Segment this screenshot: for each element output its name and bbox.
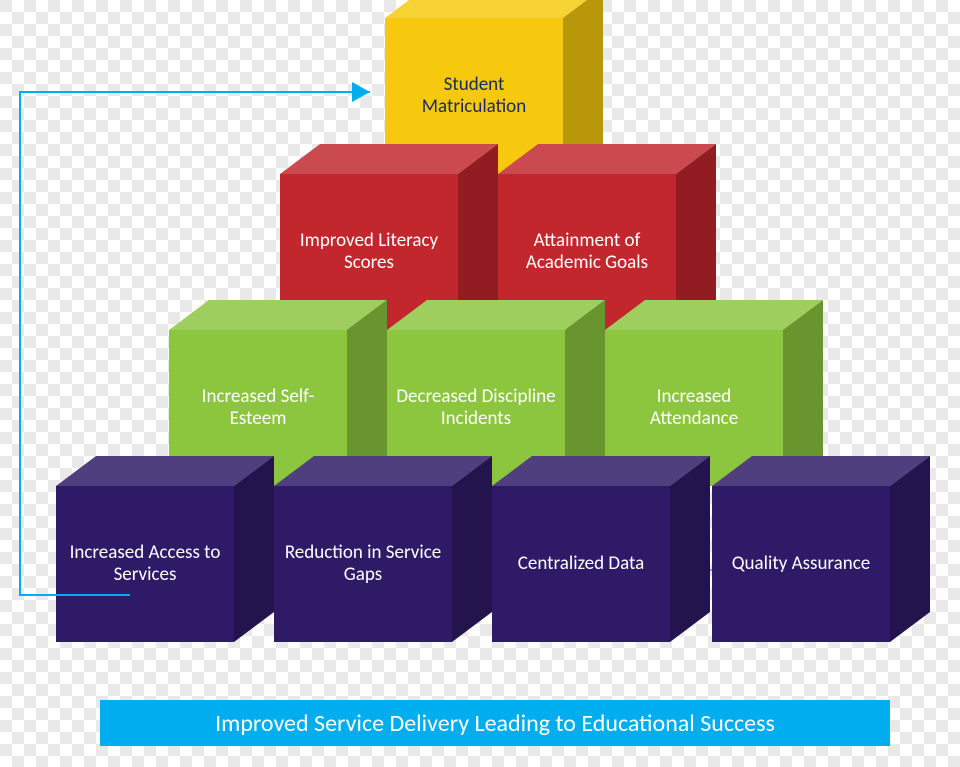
cube: Reduction in Service Gaps — [274, 456, 492, 642]
cube: Centralized Data — [492, 456, 710, 642]
cube-side — [890, 456, 930, 642]
cube-label: Centralized Data — [518, 553, 644, 575]
cube-label: Increased Access to Services — [62, 542, 228, 587]
cube-label: Student Matriculation — [391, 74, 557, 119]
cube-label: Increased Self-Esteem — [175, 386, 341, 431]
cube-front: Increased Access to Services — [56, 486, 234, 642]
cube: Increased Access to Services — [56, 456, 274, 642]
cube-label: Improved Literacy Scores — [286, 230, 452, 275]
cube-label: Reduction in Service Gaps — [280, 542, 446, 587]
cube-label: Decreased Discipline Incidents — [393, 386, 559, 431]
cube: Quality Assurance — [712, 456, 930, 642]
cube-side — [452, 456, 492, 642]
cube-front: Centralized Data — [492, 486, 670, 642]
cube-side — [234, 456, 274, 642]
caption-bar: Improved Service Delivery Leading to Edu… — [100, 700, 890, 746]
cube-label: Attainment of Academic Goals — [504, 230, 670, 275]
cube-front: Quality Assurance — [712, 486, 890, 642]
cube-front: Reduction in Service Gaps — [274, 486, 452, 642]
diagram-canvas: Student Matriculation Improved Literacy S… — [0, 0, 960, 767]
cube-label: Increased Attendance — [611, 386, 777, 431]
cube-label: Quality Assurance — [732, 553, 871, 575]
cube-side — [670, 456, 710, 642]
